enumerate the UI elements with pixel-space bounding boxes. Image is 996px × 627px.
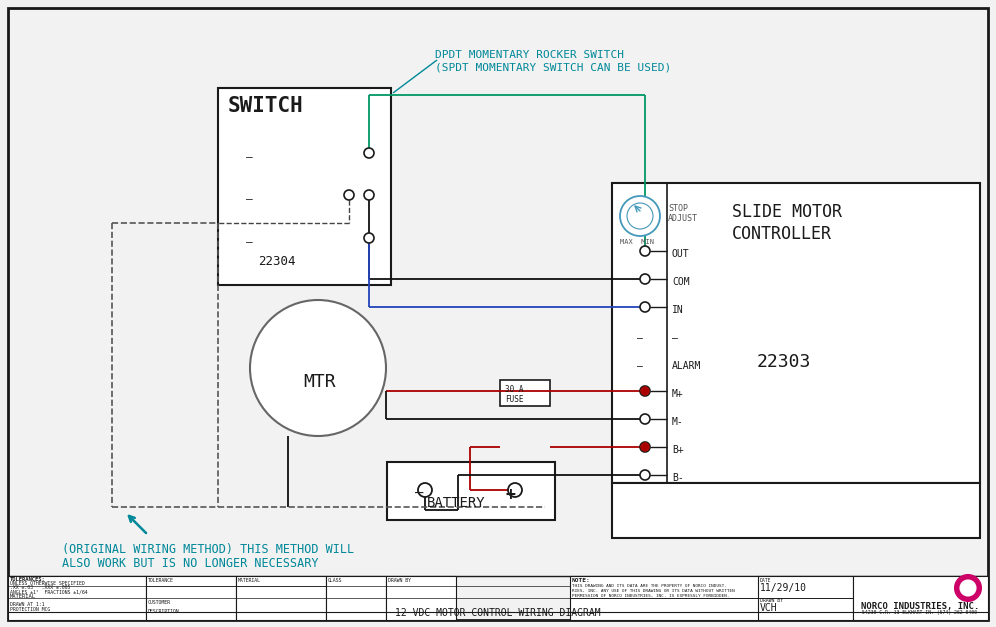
Circle shape — [364, 233, 374, 243]
Text: 11/29/10: 11/29/10 — [760, 583, 807, 593]
Bar — [758, 576, 853, 620]
Circle shape — [960, 580, 976, 596]
Bar — [236, 576, 326, 620]
Circle shape — [641, 443, 649, 451]
Text: ALARM: ALARM — [672, 361, 701, 371]
Bar — [612, 183, 980, 483]
Text: THIS DRAWING AND ITS DATA ARE THE PROPERTY OF NORCO INDUST-: THIS DRAWING AND ITS DATA ARE THE PROPER… — [572, 584, 727, 588]
Bar — [218, 88, 391, 285]
Text: B+: B+ — [672, 445, 683, 455]
Text: PROTECTION MCG: PROTECTION MCG — [10, 607, 50, 612]
Text: DRAWN BY: DRAWN BY — [388, 578, 411, 583]
Text: UNLESS OTHERWISE SPECIFIED: UNLESS OTHERWISE SPECIFIED — [10, 581, 85, 586]
Circle shape — [640, 274, 650, 284]
Text: 22303: 22303 — [757, 353, 812, 371]
Circle shape — [640, 302, 650, 312]
Circle shape — [508, 483, 522, 497]
Text: M+: M+ — [672, 389, 683, 399]
Text: —: — — [637, 361, 642, 371]
Text: SLIDE MOTOR: SLIDE MOTOR — [732, 203, 842, 221]
Circle shape — [640, 246, 650, 256]
Bar — [612, 483, 980, 538]
Text: NORCO INDUSTRIES, INC.: NORCO INDUSTRIES, INC. — [861, 602, 979, 611]
Text: RIES, INC. ANY USE OF THIS DRAWING OR ITS DATA WITHOUT WRITTEN: RIES, INC. ANY USE OF THIS DRAWING OR IT… — [572, 589, 735, 593]
Text: STOP
ADJUST: STOP ADJUST — [668, 204, 698, 223]
Text: —: — — [246, 194, 253, 204]
Text: —: — — [246, 152, 253, 162]
Text: DPDT MOMENTARY ROCKER SWITCH: DPDT MOMENTARY ROCKER SWITCH — [435, 50, 624, 60]
Text: (ORIGINAL WIRING METHOD) THIS METHOD WILL: (ORIGINAL WIRING METHOD) THIS METHOD WIL… — [62, 543, 355, 556]
Bar — [853, 576, 988, 620]
Text: GLASS: GLASS — [328, 578, 343, 583]
Circle shape — [640, 414, 650, 424]
Text: NOTE:: NOTE: — [572, 578, 591, 583]
Text: 30 A: 30 A — [505, 385, 524, 394]
Text: CONTROLLER: CONTROLLER — [732, 225, 832, 243]
Circle shape — [641, 387, 649, 395]
Text: —: — — [672, 333, 678, 343]
Text: DRAWN BY: DRAWN BY — [760, 598, 783, 603]
Circle shape — [418, 483, 432, 497]
Bar — [500, 380, 550, 406]
Text: BATTERY: BATTERY — [427, 496, 486, 510]
Text: VCH: VCH — [760, 603, 778, 613]
Text: OUT: OUT — [672, 249, 689, 259]
Text: M-: M- — [672, 417, 683, 427]
Text: —: — — [415, 487, 423, 501]
Text: COM: COM — [672, 277, 689, 287]
Bar — [146, 576, 236, 620]
Bar — [387, 462, 555, 520]
Bar — [386, 576, 456, 620]
Circle shape — [250, 300, 386, 436]
Circle shape — [640, 442, 650, 452]
Text: (SPDT MOMENTARY SWITCH CAN BE USED): (SPDT MOMENTARY SWITCH CAN BE USED) — [435, 63, 671, 73]
Bar — [570, 576, 988, 620]
Circle shape — [364, 190, 374, 200]
Text: PERMISSION OF NORCO INDUSTRIES, INC. IS EXPRESSLY FORBIDDEN.: PERMISSION OF NORCO INDUSTRIES, INC. IS … — [572, 594, 729, 598]
Text: MAX  MIN: MAX MIN — [620, 239, 654, 245]
Circle shape — [640, 470, 650, 480]
Text: IN: IN — [672, 305, 683, 315]
Text: MTR: MTR — [303, 373, 336, 391]
Circle shape — [640, 386, 650, 396]
Text: +: + — [505, 486, 515, 504]
Text: .XX ±.03   .XXX ±.005: .XX ±.03 .XXX ±.005 — [10, 585, 71, 590]
Text: —: — — [246, 237, 253, 247]
Circle shape — [620, 196, 660, 236]
Bar — [326, 576, 386, 620]
Circle shape — [955, 575, 981, 601]
Text: SWITCH: SWITCH — [228, 96, 304, 116]
Text: MATERIAL: MATERIAL — [10, 594, 36, 599]
Text: DESCRIPTION: DESCRIPTION — [148, 609, 179, 614]
Circle shape — [344, 190, 354, 200]
Text: MATERIAL: MATERIAL — [238, 578, 261, 583]
Text: FUSE: FUSE — [505, 395, 524, 404]
Text: —: — — [637, 333, 642, 343]
Text: DRAWN AT 1:1: DRAWN AT 1:1 — [10, 602, 45, 607]
Bar — [8, 576, 146, 620]
Text: TOLERANCES:: TOLERANCES: — [10, 577, 46, 582]
Text: ANGLES ±1°  FRACTIONS ±1/64: ANGLES ±1° FRACTIONS ±1/64 — [10, 589, 88, 594]
Text: B-: B- — [672, 473, 683, 483]
Text: ALSO WORK BUT IS NO LONGER NECESSARY: ALSO WORK BUT IS NO LONGER NECESSARY — [62, 557, 319, 570]
Text: 54230 C.R. 13 ELKHART IN. (574) 262-0400: 54230 C.R. 13 ELKHART IN. (574) 262-0400 — [863, 610, 977, 615]
Circle shape — [364, 148, 374, 158]
Text: 22304: 22304 — [258, 255, 296, 268]
Text: TOLERANCE: TOLERANCE — [148, 578, 174, 583]
Text: 12 VDC MOTOR CONTROL WIRING DIAGRAM: 12 VDC MOTOR CONTROL WIRING DIAGRAM — [395, 608, 601, 618]
Text: DATE: DATE — [760, 578, 772, 583]
Circle shape — [627, 203, 653, 229]
Text: CUSTOMER: CUSTOMER — [148, 600, 171, 605]
